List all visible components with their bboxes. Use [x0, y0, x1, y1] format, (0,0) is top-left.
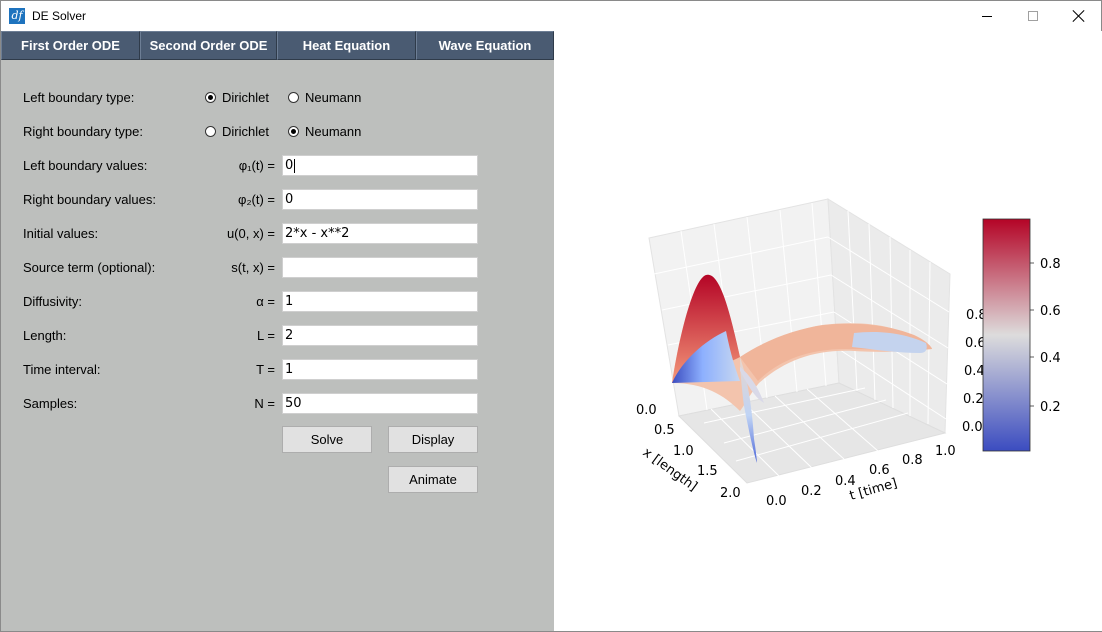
- t-tick: 0.6: [869, 463, 890, 478]
- tab-first-order-ode[interactable]: First Order ODE: [1, 31, 140, 60]
- x-tick: 1.5: [697, 464, 718, 479]
- radio-label: Neumann: [305, 90, 362, 105]
- source-term-input[interactable]: [282, 257, 478, 278]
- right-boundary-values-row: Right boundary values: φ₂(t) = 0: [1, 189, 554, 211]
- colorbar-tick: 0.6: [1040, 304, 1061, 319]
- diffusivity-input[interactable]: 1: [282, 291, 478, 312]
- t-tick: 0.4: [835, 474, 856, 489]
- equation-tabs: First Order ODE Second Order ODE Heat Eq…: [1, 31, 554, 60]
- radio-label: Dirichlet: [222, 90, 269, 105]
- minimize-button[interactable]: [964, 1, 1010, 31]
- samples-input[interactable]: 50: [282, 393, 478, 414]
- close-icon: [1073, 10, 1085, 22]
- window-title: DE Solver: [32, 9, 87, 23]
- minimize-icon: [982, 15, 992, 17]
- time-interval-row: Time interval: T = 1: [1, 359, 554, 381]
- right-boundary-dirichlet-radio[interactable]: Dirichlet: [205, 124, 269, 139]
- z-tick: 0.6: [965, 336, 986, 351]
- colorbar-tick: 0.8: [1040, 257, 1061, 272]
- phi1-symbol: φ₁(t) =: [238, 158, 275, 173]
- right-boundary-values-input[interactable]: 0: [282, 189, 478, 210]
- x-tick: 0.5: [654, 423, 675, 438]
- t-tick: 0.0: [766, 494, 787, 509]
- z-tick: 0.4: [964, 364, 985, 379]
- colorbar-tick-marks: [1030, 262, 1034, 407]
- animate-button[interactable]: Animate: [388, 466, 478, 493]
- app-logo-icon: df: [9, 8, 25, 24]
- length-input[interactable]: 2: [282, 325, 478, 346]
- tab-heat-equation[interactable]: Heat Equation: [277, 31, 416, 60]
- diffusivity-label: Diffusivity:: [23, 294, 82, 309]
- input-value: 0: [285, 158, 294, 173]
- length-label: Length:: [23, 328, 67, 343]
- solve-button[interactable]: Solve: [282, 426, 372, 453]
- left-boundary-values-label: Left boundary values:: [23, 158, 148, 173]
- title-bar: df DE Solver: [1, 1, 1101, 31]
- right-boundary-neumann-radio[interactable]: Neumann: [288, 124, 361, 139]
- diffusivity-symbol: α =: [256, 294, 275, 309]
- time-interval-input[interactable]: 1: [282, 359, 478, 380]
- colorbar-tick: 0.2: [1040, 400, 1061, 415]
- maximize-icon: [1028, 11, 1038, 21]
- left-boundary-values-row: Left boundary values: φ₁(t) = 0: [1, 155, 554, 177]
- left-boundary-type-label: Left boundary type:: [23, 90, 135, 105]
- time-interval-symbol: T =: [256, 362, 275, 377]
- heat-equation-form-panel: First Order ODE Second Order ODE Heat Eq…: [1, 31, 554, 631]
- z-tick: 0.8: [966, 308, 987, 323]
- axes-grid: [653, 202, 950, 477]
- x-axis-ticks: 0.0 0.5 1.0 1.5 2.0: [636, 403, 741, 501]
- z-tick: 0.2: [963, 392, 984, 407]
- left-boundary-neumann-radio[interactable]: Neumann: [288, 90, 361, 105]
- tab-wave-equation[interactable]: Wave Equation: [416, 31, 554, 60]
- z-axis-ticks: 0.0 0.2 0.4 0.6 0.8: [962, 308, 987, 435]
- length-row: Length: L = 2: [1, 325, 554, 347]
- initial-values-symbol: u(0, x) =: [226, 226, 275, 241]
- source-term-row: Source term (optional): s(t, x) =: [1, 257, 554, 279]
- text-caret: [294, 158, 296, 173]
- right-boundary-type-row: Right boundary type: Dirichlet Neumann: [1, 121, 554, 143]
- radio-label: Neumann: [305, 124, 362, 139]
- display-button[interactable]: Display: [388, 426, 478, 453]
- z-tick: 0.0: [962, 420, 983, 435]
- radio-label: Dirichlet: [222, 124, 269, 139]
- right-boundary-values-label: Right boundary values:: [23, 192, 156, 207]
- x-tick: 2.0: [720, 486, 741, 501]
- source-term-symbol: s(t, x) =: [231, 260, 275, 275]
- surface-plot-area: 0.0 0.5 1.0 1.5 2.0 x [length] 0.0 0.2 0…: [554, 31, 1102, 631]
- colorbar-ticks: 0.2 0.4 0.6 0.8: [1040, 257, 1061, 415]
- time-interval-label: Time interval:: [23, 362, 101, 377]
- surface-plot: 0.0 0.5 1.0 1.5 2.0 x [length] 0.0 0.2 0…: [636, 198, 1061, 509]
- x-tick: 0.0: [636, 403, 657, 418]
- samples-row: Samples: N = 50: [1, 393, 554, 415]
- radio-unselected-icon: [288, 92, 299, 103]
- colorbar-tick: 0.4: [1040, 351, 1061, 366]
- left-boundary-values-input[interactable]: 0: [282, 155, 478, 176]
- initial-values-input[interactable]: 2*x - x**2: [282, 223, 478, 244]
- left-boundary-dirichlet-radio[interactable]: Dirichlet: [205, 90, 269, 105]
- maximize-button[interactable]: [1010, 1, 1056, 31]
- samples-symbol: N =: [254, 396, 275, 411]
- tab-second-order-ode[interactable]: Second Order ODE: [140, 31, 277, 60]
- colorbar: [982, 218, 1031, 452]
- right-boundary-type-label: Right boundary type:: [23, 124, 143, 139]
- t-axis-ticks: 0.0 0.2 0.4 0.6 0.8 1.0: [766, 444, 956, 509]
- t-tick: 0.8: [902, 453, 923, 468]
- radio-selected-icon: [288, 126, 299, 137]
- initial-values-label: Initial values:: [23, 226, 99, 241]
- radio-selected-icon: [205, 92, 216, 103]
- source-term-label: Source term (optional):: [23, 260, 156, 275]
- left-boundary-type-row: Left boundary type: Dirichlet Neumann: [1, 87, 554, 109]
- t-tick: 1.0: [935, 444, 956, 459]
- close-button[interactable]: [1056, 1, 1102, 31]
- solution-surface: [672, 274, 932, 463]
- x-tick: 1.0: [673, 444, 694, 459]
- samples-label: Samples:: [23, 396, 78, 411]
- t-tick: 0.2: [801, 484, 822, 499]
- diffusivity-row: Diffusivity: α = 1: [1, 291, 554, 313]
- phi2-symbol: φ₂(t) =: [238, 192, 275, 207]
- radio-unselected-icon: [205, 126, 216, 137]
- length-symbol: L =: [257, 328, 275, 343]
- initial-values-row: Initial values: u(0, x) = 2*x - x**2: [1, 223, 554, 245]
